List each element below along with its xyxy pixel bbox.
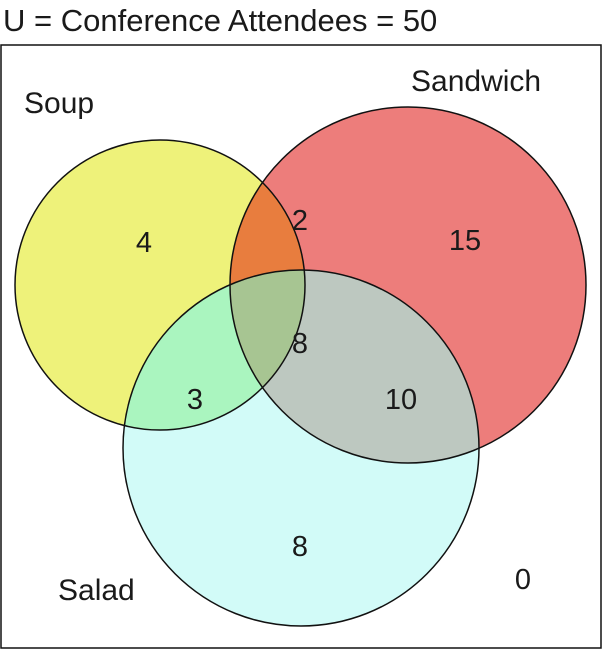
soup-only-count: 4 (136, 227, 152, 259)
salad-only-count: 8 (292, 531, 308, 563)
soup-salad-overlap (123, 270, 305, 430)
salad-label: Salad (58, 574, 135, 607)
sandwich-label: Sandwich (411, 65, 541, 98)
all-three-count: 8 (292, 328, 308, 360)
sandwich-only-count: 15 (449, 225, 481, 257)
sandwich-salad-count: 10 (385, 384, 417, 416)
diagram-title: U = Conference Attendees = 50 (3, 3, 437, 38)
soup-outline (14, 139, 306, 431)
salad-outline (122, 269, 480, 627)
soup-salad-count: 3 (187, 384, 203, 416)
outside-count: 0 (515, 564, 531, 596)
soup-label: Soup (24, 87, 94, 120)
soup-sandwich-count: 2 (292, 205, 308, 237)
